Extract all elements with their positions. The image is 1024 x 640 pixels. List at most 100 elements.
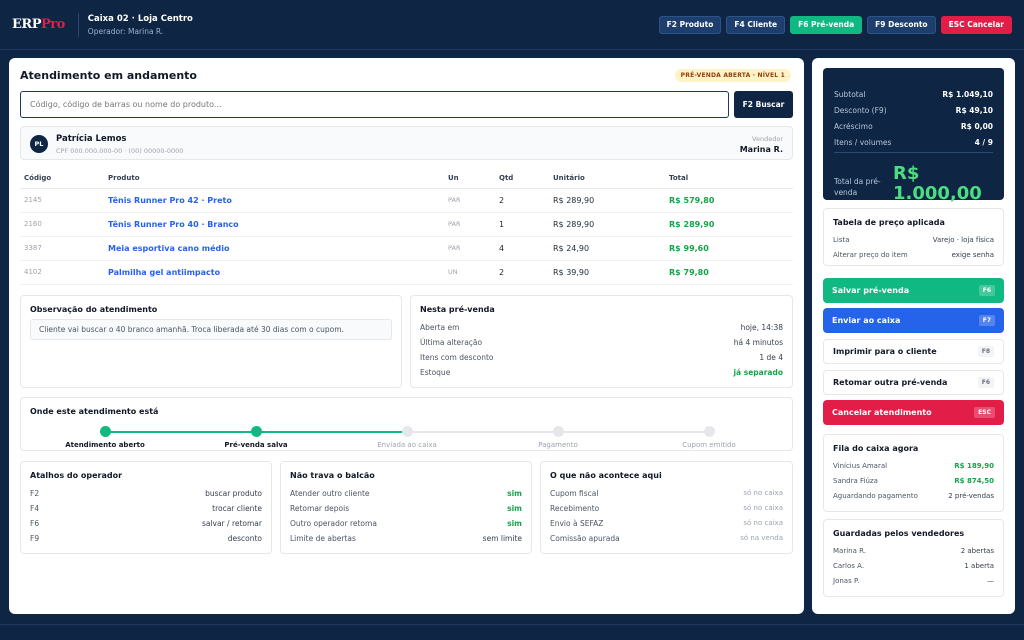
step-dot: [99, 426, 111, 437]
item-unit: UN: [444, 260, 495, 285]
summary-row: Itens / volumes 4 / 9: [834, 138, 993, 147]
app-logo: ERPPro: [12, 17, 65, 32]
seller-label: Vendedor: [752, 135, 783, 143]
info-row: Comissão apurada só na venda: [550, 534, 783, 543]
shortcut-key: F6: [30, 519, 40, 528]
search-button[interactable]: F2 Buscar: [734, 91, 793, 118]
info-key: Atender outro cliente: [290, 489, 370, 498]
table-row[interactable]: 4102 Palmilha gel antiimpacto UN 2 R$ 39…: [20, 260, 793, 285]
product-button[interactable]: F2 Produto: [658, 15, 722, 34]
avatar: PL: [30, 135, 48, 153]
totals-summary: Subtotal R$ 1.049,10 Desconto (F9) R$ 49,1…: [823, 68, 1004, 204]
observation-text[interactable]: Cliente vai buscar o 40 branco amanhã. T…: [30, 319, 392, 340]
item-product[interactable]: Meia esportiva cano médio: [104, 236, 444, 261]
info-key: Recebimento: [550, 504, 600, 513]
info-key: Aberta em: [420, 323, 460, 332]
shortcut-row: F6 salvar / retomar: [30, 519, 262, 528]
saved-row[interactable]: Carlos A. 1 aberta: [833, 562, 994, 570]
queue-title: Fila do caixa agora: [833, 444, 919, 453]
save-presale-button[interactable]: Salvar pré-venda F6: [823, 278, 1004, 303]
presale-button[interactable]: F6 Pré-venda: [790, 15, 863, 34]
step-label: Pré-venda salva: [224, 441, 288, 449]
summary-key: Acréscimo: [834, 122, 873, 131]
info-key: Envio à SEFAZ: [550, 519, 604, 528]
summary-row: Desconto (F9) R$ 49,10: [834, 106, 993, 115]
info-row: Estoque já separado: [420, 368, 783, 377]
info-row: Lista Varejo · loja física: [833, 236, 994, 244]
operator-label: Operador: Marina R.: [87, 26, 164, 36]
register-title: Caixa 02 · Loja Centro: [87, 13, 193, 24]
client-name: Patrícia Lemos: [56, 134, 127, 144]
info-value: 1 de 4: [759, 353, 783, 362]
info-row: Atender outro cliente sim: [290, 489, 522, 498]
shortcut-key: F2: [30, 489, 40, 498]
divider: [77, 12, 79, 37]
info-row: Retomar depois sim: [290, 504, 522, 513]
cancel-button[interactable]: ESC Cancelar: [940, 15, 1012, 34]
shortcut-row: F9 desconto: [30, 534, 262, 543]
info-row: Última alteração há 4 minutos: [420, 338, 783, 347]
price-table-title: Tabela de preço aplicada: [833, 218, 945, 227]
observation-title: Observação do atendimento: [30, 305, 158, 314]
info-key: Última alteração: [420, 338, 483, 347]
item-unit-price: R$ 39,90: [549, 260, 665, 285]
table-row[interactable]: 2160 Tênis Runner Pro 40 · Branco PAR 1 …: [20, 212, 793, 237]
shortcut-key: F8: [977, 346, 994, 357]
info-value: sim: [507, 504, 522, 513]
shortcut-buttons: F2 Produto F4 Cliente F6 Pré-venda F9 De…: [658, 15, 1012, 34]
info-key: Comissão apurada: [550, 534, 620, 543]
shortcut-action: buscar produto: [205, 489, 262, 498]
button-label: Salvar pré-venda: [832, 286, 910, 295]
item-product[interactable]: Tênis Runner Pro 40 · Branco: [104, 212, 444, 237]
summary-value: R$ 0,00: [960, 122, 993, 131]
seller-name: Jonas P.: [833, 577, 860, 585]
saved-row[interactable]: Marina R. 2 abertas: [833, 547, 994, 555]
send-to-register-button[interactable]: Enviar ao caixa F7: [823, 308, 1004, 333]
saved-row: Jonas P. —: [833, 577, 994, 585]
table-row[interactable]: 3387 Meia esportiva cano médio PAR 4 R$ …: [20, 236, 793, 261]
item-unit: PAR: [444, 236, 495, 261]
step-label: Atendimento aberto: [65, 441, 145, 449]
table-row[interactable]: 2145 Tênis Runner Pro 42 · Preto PAR 2 R…: [20, 188, 793, 213]
queue-row[interactable]: Vinícius Amaral R$ 189,90: [833, 462, 994, 470]
progress-card: Onde este atendimento está Atendimento a…: [20, 397, 793, 451]
shortcut-key: F6: [978, 285, 995, 296]
seller-name: Marina R.: [833, 547, 866, 555]
info-row: Cupom fiscal só no caixa: [550, 489, 783, 498]
info-key: Lista: [833, 236, 850, 244]
info-row: Recebimento só no caixa: [550, 504, 783, 513]
info-row: Limite de abertas sem limite: [290, 534, 522, 543]
info-value: só na venda: [740, 534, 783, 542]
info-key: Estoque: [420, 368, 451, 377]
summary-row: Acréscimo R$ 0,00: [834, 122, 993, 131]
discount-button[interactable]: F9 Desconto: [867, 15, 936, 34]
client-card[interactable]: PL Patrícia Lemos CPF 000.000.000-00 · (…: [20, 126, 793, 160]
resume-presale-button[interactable]: Retomar outra pré-venda F6: [823, 370, 1004, 395]
client-button[interactable]: F4 Cliente: [726, 15, 786, 34]
print-button[interactable]: Imprimir para o cliente F8: [823, 339, 1004, 364]
shortcut-action: trocar cliente: [212, 504, 262, 513]
nolock-title: Não trava o balcão: [290, 471, 375, 480]
search-input[interactable]: [20, 91, 729, 118]
summary-row: Subtotal R$ 1.049,10: [834, 90, 993, 99]
seller-name: Carlos A.: [833, 562, 865, 570]
nolock-card: Não trava o balcão Atender outro cliente…: [280, 461, 532, 554]
bottom-divider: [0, 624, 1024, 625]
page-title: Atendimento em andamento: [20, 69, 197, 82]
item-product[interactable]: Palmilha gel antiimpacto: [104, 260, 444, 285]
client-document: CPF 000.000.000-00 · (00) 00000-0000: [56, 147, 184, 155]
queue-row[interactable]: Sandra Fiúza R$ 874,50: [833, 477, 994, 485]
summary-value: R$ 1.049,10: [942, 90, 993, 99]
col-unit: Un: [444, 168, 495, 189]
item-product[interactable]: Tênis Runner Pro 42 · Preto: [104, 188, 444, 213]
item-qty: 2: [495, 260, 549, 285]
observation-card: Observação do atendimento Cliente vai bu…: [20, 295, 402, 388]
info-value: já separado: [733, 368, 783, 377]
table-header: Código Produto Un Qtd Unitário Total: [20, 168, 793, 189]
info-key: Itens com desconto: [420, 353, 494, 362]
step-label: Enviada ao caixa: [377, 441, 437, 449]
info-value: só no caixa: [743, 489, 783, 497]
cancel-service-button[interactable]: Cancelar atendimento ESC: [823, 400, 1004, 425]
shortcut-row: F4 trocar cliente: [30, 504, 262, 513]
info-key: Cupom fiscal: [550, 489, 599, 498]
